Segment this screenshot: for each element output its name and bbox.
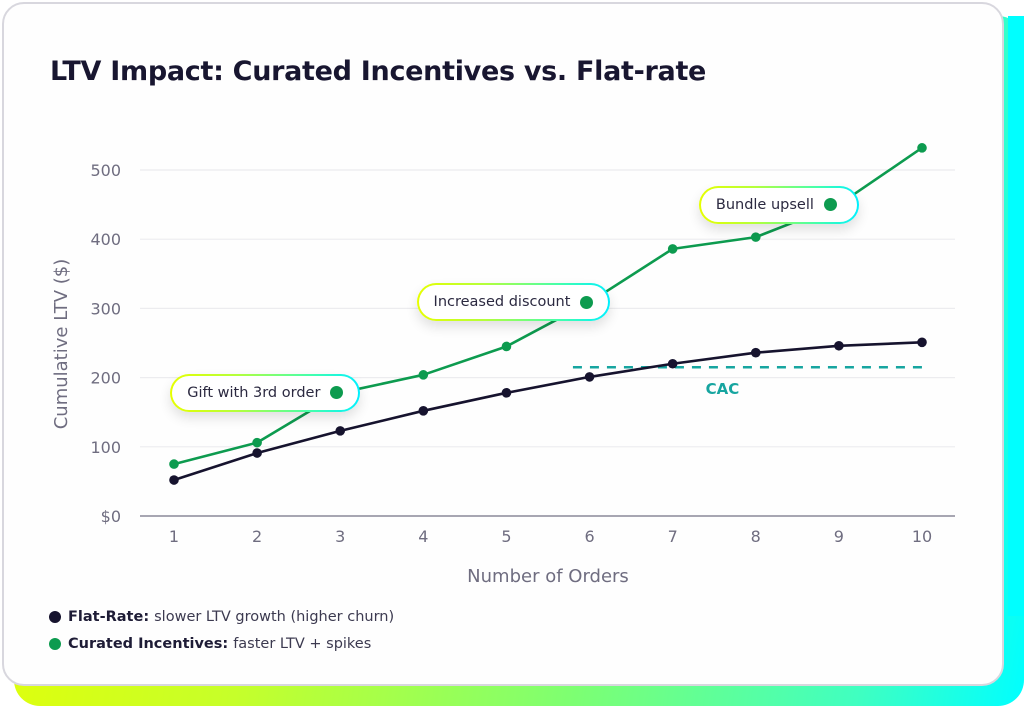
flat-point (501, 388, 512, 398)
callout-marker-icon (823, 198, 837, 212)
x-tick-label: 7 (668, 527, 678, 546)
legend-item-flat: Flat-Rate: slower LTV growth (higher chu… (49, 603, 394, 630)
y-tick-label: 100 (90, 438, 121, 457)
callout-body: Gift with 3rd order (172, 375, 359, 410)
series-flat (169, 337, 927, 485)
callout-label: Gift with 3rd order (187, 384, 321, 401)
x-tick-label: 1 (169, 527, 179, 546)
legend-marker-curated (49, 637, 61, 650)
x-tick-label: 2 (252, 527, 262, 546)
flat-point (750, 347, 761, 358)
flat-point (917, 337, 927, 348)
chart-title: LTV Impact: Curated Incentives vs. Flat-… (50, 56, 707, 87)
legend-key: Curated Incentives: (68, 635, 229, 652)
curated-point (667, 244, 678, 254)
cac-label: CAC (706, 380, 740, 398)
flat-point (584, 372, 595, 382)
y-tick-label: $0 (101, 507, 121, 526)
y-tick-label: 200 (90, 369, 121, 388)
legend-desc: faster LTV + spikes (233, 635, 372, 652)
callout-1: Gift with 3rd order (170, 373, 361, 412)
legend: Flat-Rate: slower LTV growth (higher chu… (49, 603, 394, 657)
gradient-frame-edge (1008, 16, 1024, 616)
flat-point (667, 358, 678, 369)
legend-item-curated: Curated Incentives: faster LTV + spikes (49, 630, 394, 657)
curated-point (917, 143, 927, 153)
x-tick-label: 5 (501, 527, 511, 546)
callout-body: Increased discount (418, 285, 608, 320)
callout-marker-icon (580, 295, 594, 309)
flat-point (169, 475, 179, 485)
legend-desc: slower LTV growth (higher churn) (154, 608, 395, 625)
legend-key: Flat-Rate: (68, 608, 150, 625)
callout-label: Bundle upsell (715, 196, 814, 213)
flat-line (173, 341, 923, 482)
reference-lines: CAC (572, 365, 922, 398)
curated-point (169, 459, 179, 469)
callout-label: Increased discount (433, 294, 571, 311)
callout-marker-icon (330, 386, 344, 400)
flat-point (834, 340, 844, 351)
y-tick-label: 400 (90, 230, 121, 249)
x-tick-label: 3 (335, 527, 345, 546)
callout-body: Bundle upsell (700, 187, 857, 222)
x-tick-label: 9 (834, 527, 844, 546)
flat-point (252, 448, 262, 458)
x-axis-label: Number of Orders (467, 566, 629, 587)
x-tick-label: 4 (418, 527, 428, 546)
legend-marker-flat (49, 610, 61, 623)
curated-point (418, 370, 429, 380)
y-axis-label: Cumulative LTV ($) (51, 259, 72, 430)
flat-point (418, 406, 429, 416)
x-tick-label: 6 (584, 527, 594, 546)
x-tick-labels: 1 2 3 4 5 6 7 8 9 10 (169, 527, 932, 546)
callout-2: Increased discount (416, 283, 610, 322)
curated-point (252, 437, 262, 448)
y-tick-label: 500 (90, 161, 121, 180)
x-tick-label: 10 (912, 527, 932, 546)
y-tick-labels: $0 100 200 300 400 500 (90, 161, 121, 526)
y-tick-label: 300 (90, 299, 121, 318)
flat-point (335, 426, 346, 436)
curated-point (501, 341, 512, 352)
x-tick-label: 8 (751, 527, 761, 546)
curated-point (750, 232, 761, 242)
callout-3: Bundle upsell (698, 185, 859, 224)
